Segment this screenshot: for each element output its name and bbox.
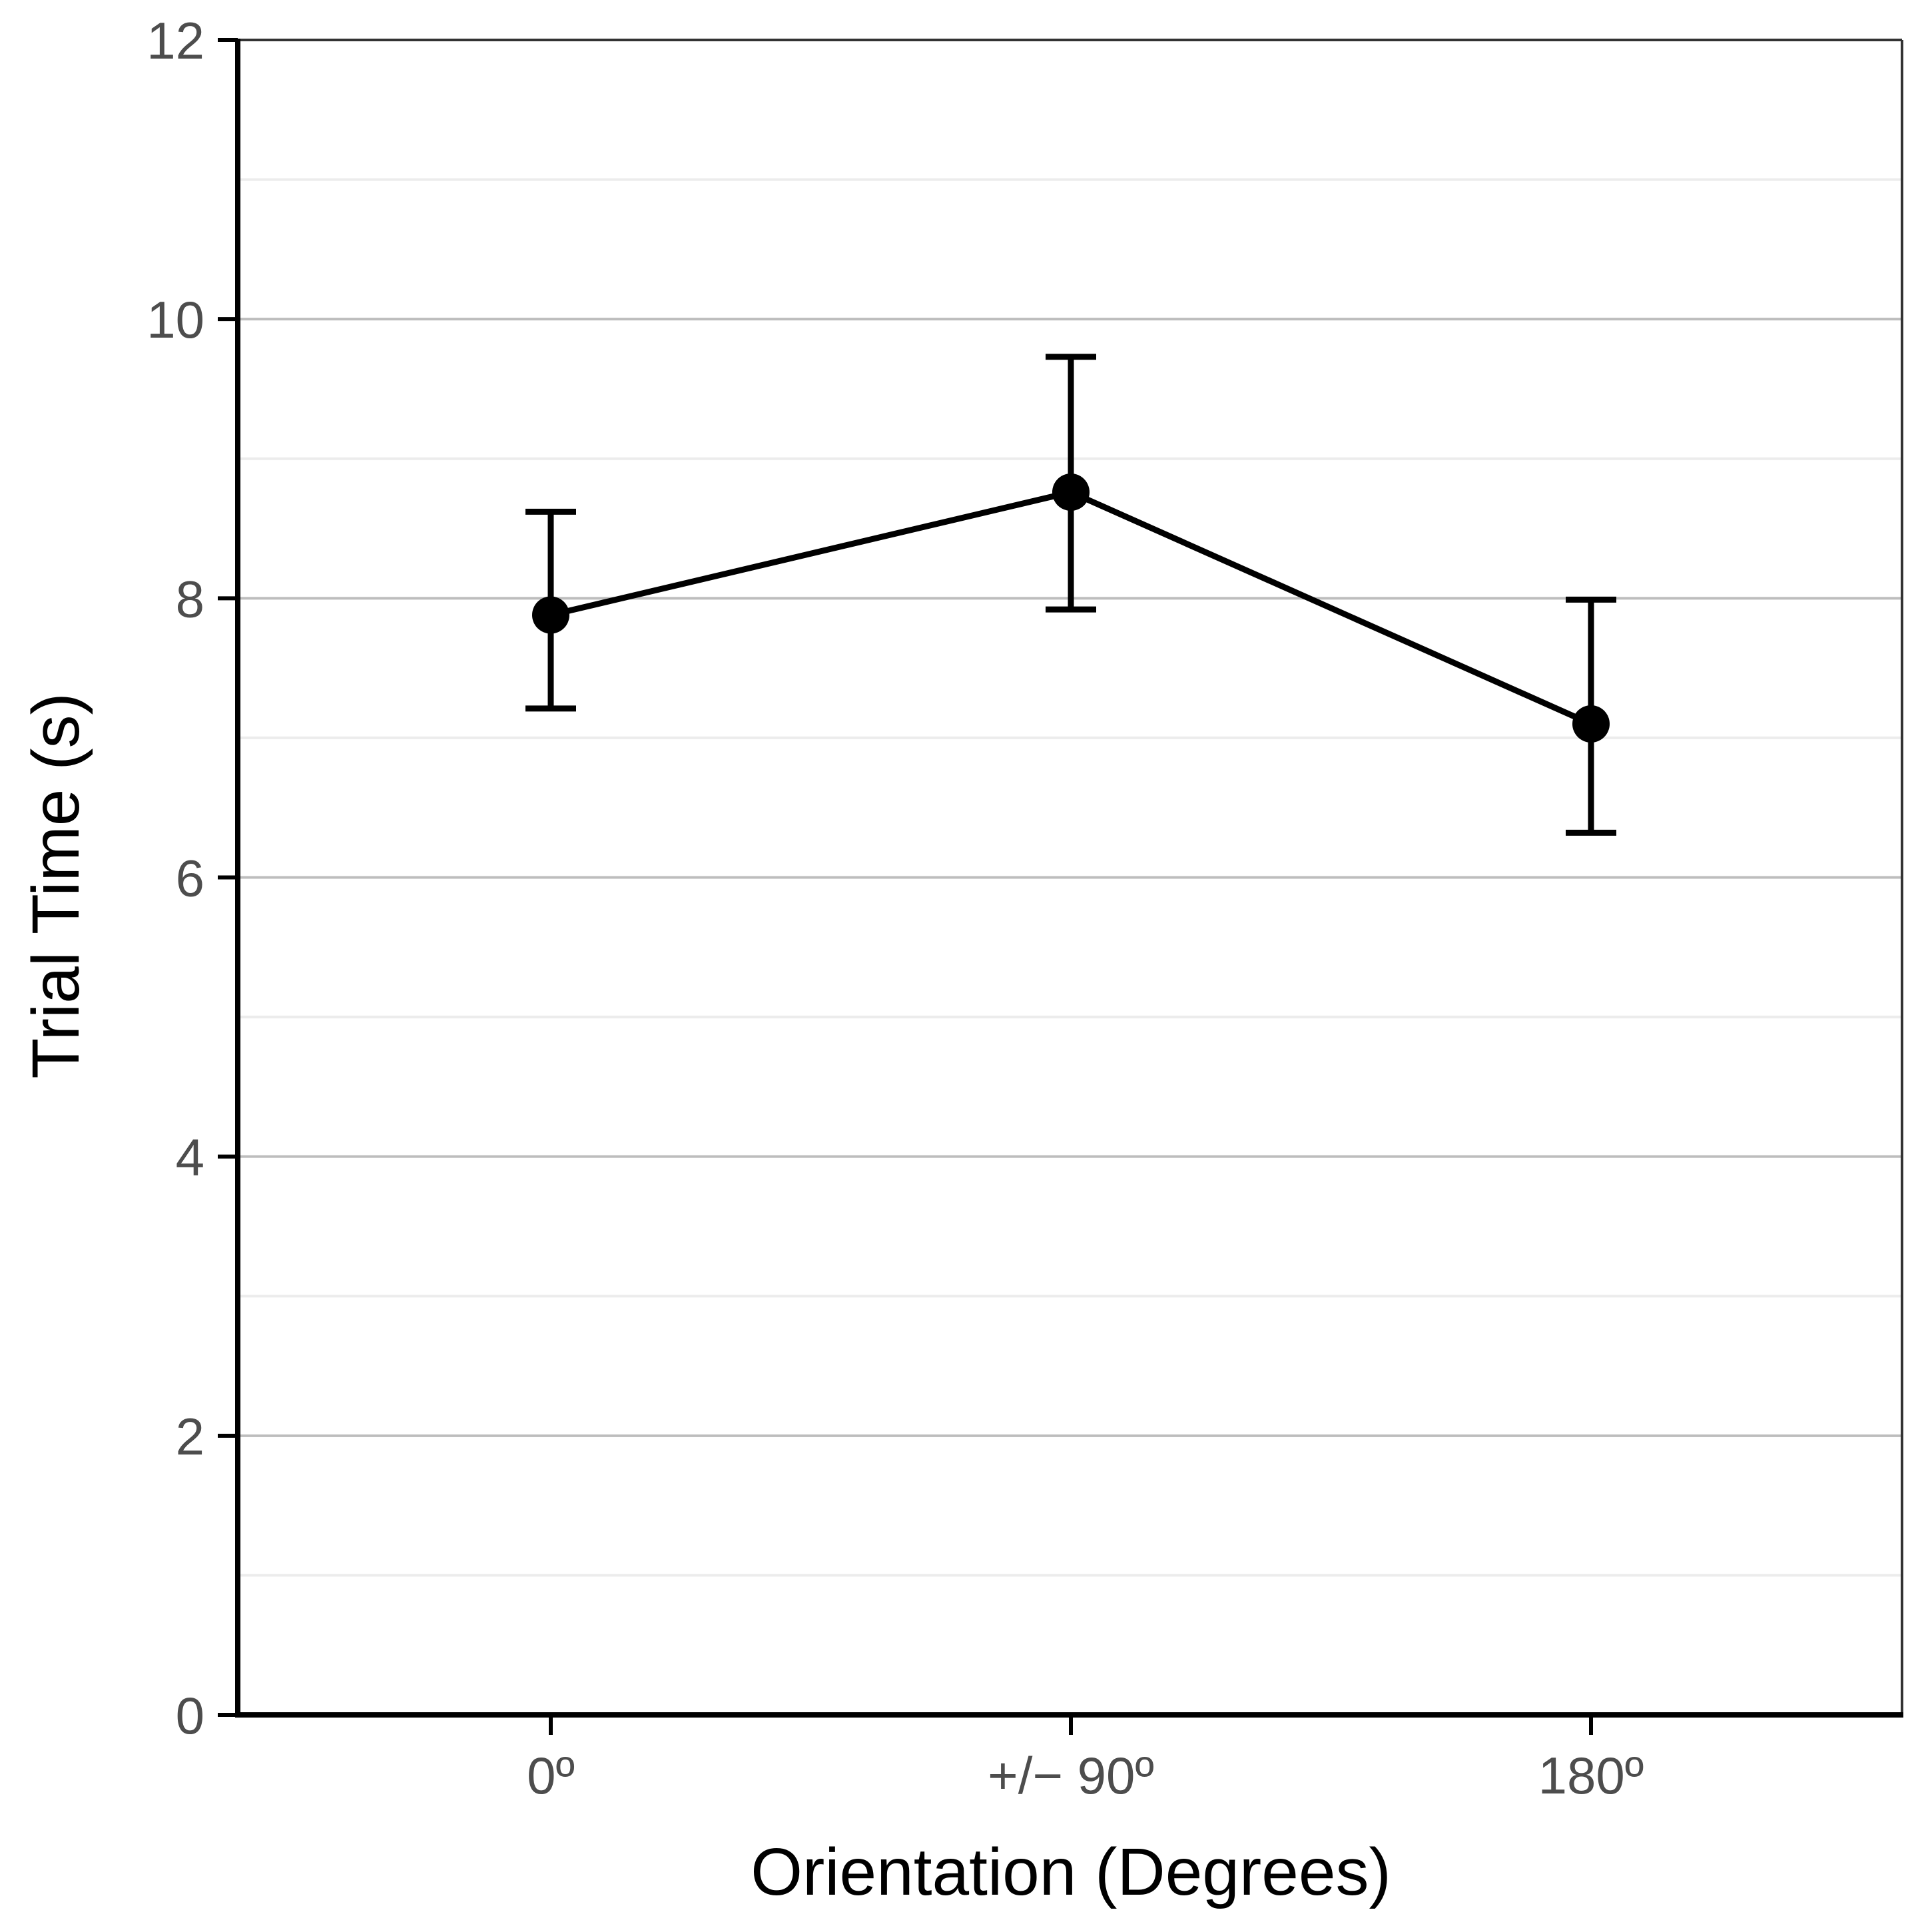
series-layer xyxy=(525,354,1616,836)
y-axis-title: Trial Time (s) xyxy=(19,693,93,1079)
y-tick-label: 4 xyxy=(176,1128,204,1187)
data-point xyxy=(1052,474,1090,511)
y-tick-label: 2 xyxy=(176,1407,204,1466)
y-axis: 0 2 4 6 8 10 12 xyxy=(147,11,238,1745)
x-axis: 0º +/− 90º 180º xyxy=(527,1715,1644,1805)
y-tick-label: 12 xyxy=(147,11,204,70)
x-tick-label: +/− 90º xyxy=(988,1746,1154,1805)
y-tick-label: 0 xyxy=(176,1686,204,1745)
x-axis-title: Orientation (Degrees) xyxy=(751,1835,1391,1909)
y-tick-label: 10 xyxy=(147,290,204,349)
data-point xyxy=(532,596,569,634)
major-gridlines xyxy=(238,39,1902,1716)
x-tick-label: 0º xyxy=(527,1746,575,1805)
y-tick-label: 8 xyxy=(176,569,204,628)
data-point xyxy=(1572,705,1610,743)
y-tick-label: 6 xyxy=(176,849,204,908)
x-tick-label: 180º xyxy=(1538,1746,1644,1805)
